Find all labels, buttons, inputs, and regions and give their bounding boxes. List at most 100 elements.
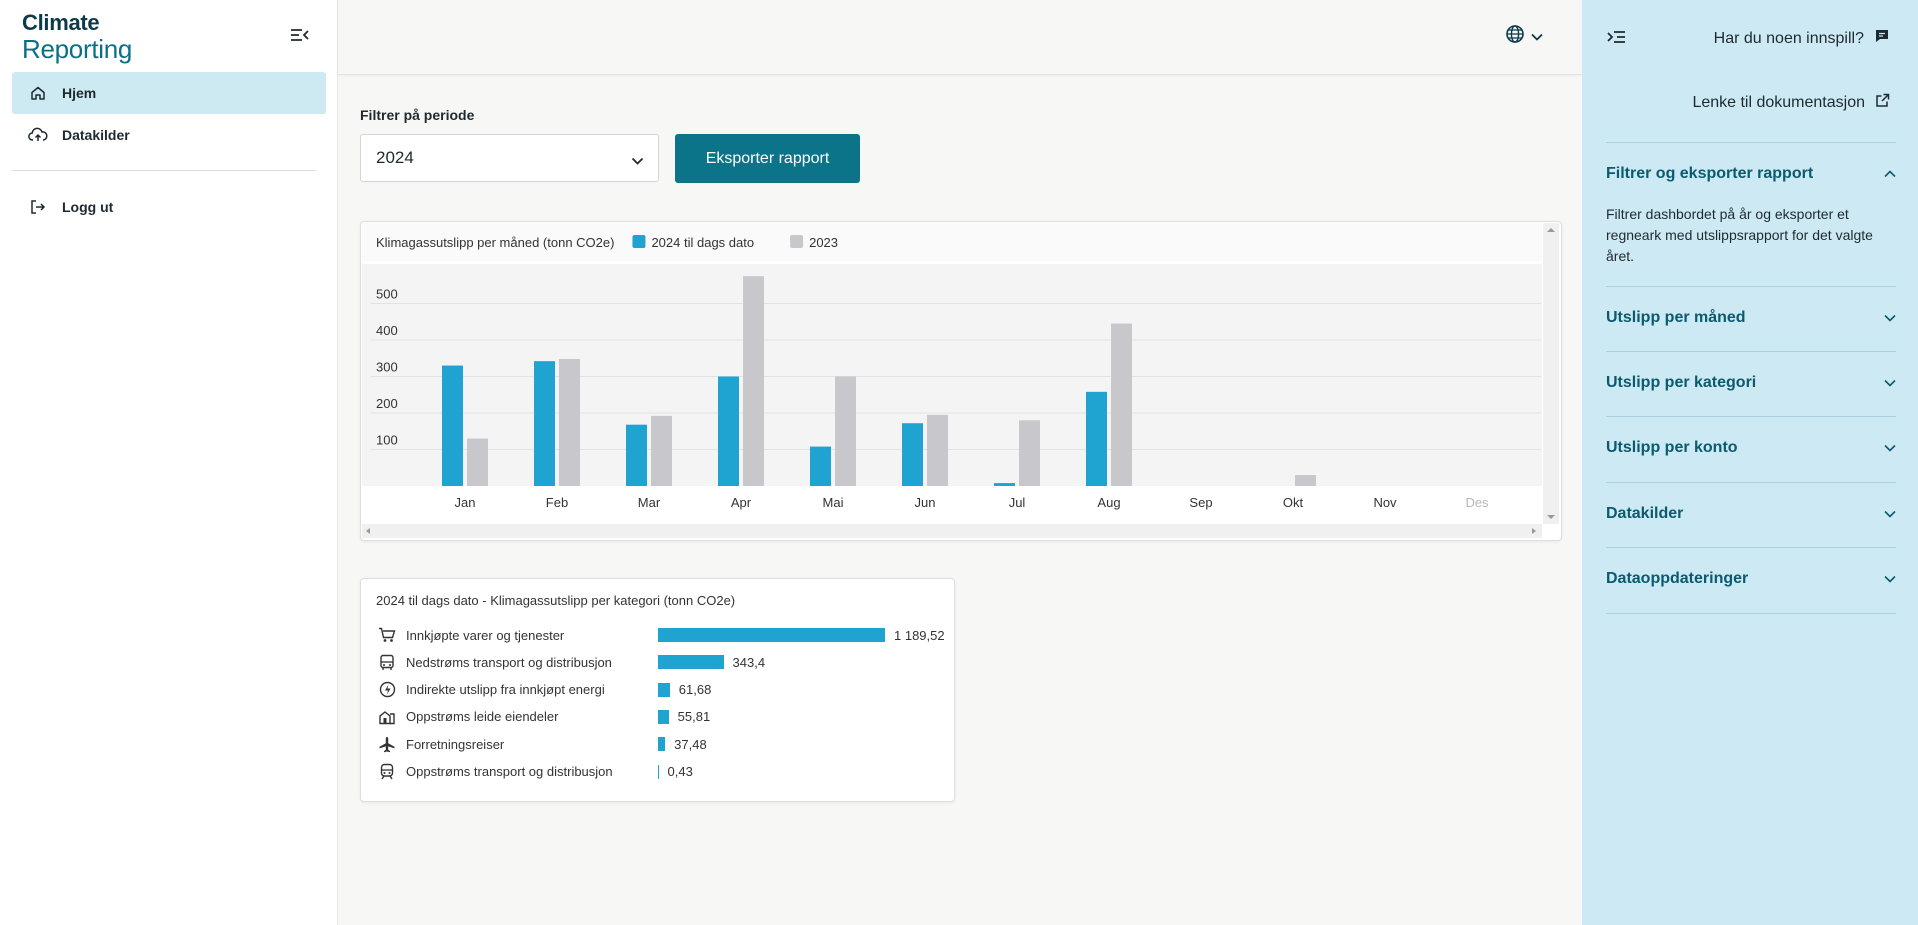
bar-2024-feb [534, 361, 555, 486]
vertical-scrollbar [1543, 223, 1559, 524]
panel-divider [1606, 482, 1896, 483]
sidebar: Climate Reporting Hjem Datakilder Logg u… [0, 0, 338, 925]
x-tick-label: Okt [1283, 495, 1304, 510]
bar-2024-apr [718, 376, 739, 486]
chevron-down-icon [1884, 505, 1896, 523]
accordion-title: Filtrer og eksporter rapport [1606, 165, 1814, 182]
panel-divider [1606, 547, 1896, 548]
category-row: Indirekte utslipp fra innkjøpt energi 61,… [376, 678, 946, 702]
category-value: 1 189,52 [894, 627, 945, 643]
chevron-down-icon [1531, 28, 1543, 46]
category-value: 61,68 [678, 682, 712, 698]
x-tick-label: Nov [1373, 495, 1397, 510]
scroll-left-arrow [366, 528, 370, 534]
chevron-down-icon [1884, 439, 1896, 457]
accordion-body: Filtrer dashbordet på år og eksporter et… [1606, 206, 1873, 264]
legend-swatch [790, 235, 804, 248]
bar-2023-aug [1111, 323, 1132, 486]
category-row: Innkjøpte varer og tjenester 1 189,52 [376, 623, 946, 647]
panel-divider [1606, 142, 1896, 143]
chevron-down-icon [1884, 309, 1896, 327]
category-value: 343,4 [732, 654, 766, 670]
x-tick-label: Feb [546, 495, 568, 510]
category-value: 37,48 [674, 736, 707, 752]
expand-panel-icon[interactable] [1606, 30, 1626, 49]
documentation-link[interactable]: Lenke til dokumentasjon [1692, 93, 1890, 113]
category-label: Nedstrøms transport og distribusjon [406, 654, 612, 670]
feedback-label: Har du noen innspill? [1713, 29, 1864, 47]
accordion-datakilder[interactable]: Datakilder [1606, 505, 1896, 523]
bar-2024-jan [442, 365, 463, 486]
sidebar-item-label: Hjem [62, 85, 97, 101]
globe-icon [1505, 24, 1525, 49]
bar-2023-feb [559, 358, 580, 486]
panel-divider [1606, 351, 1896, 352]
accordion-utslipp-per-konto[interactable]: Utslipp per konto [1606, 439, 1896, 457]
category-row: Nedstrøms transport og distribusjon 343,4 [376, 650, 946, 674]
accordion-title: Dataoppdateringer [1606, 570, 1749, 587]
cloud-upload-icon [28, 125, 48, 145]
train-icon [376, 762, 398, 782]
panel-divider [1606, 416, 1896, 417]
category-bar [658, 764, 659, 779]
chevron-down-icon [1884, 570, 1896, 588]
category-label: Forretningsreiser [406, 736, 505, 752]
energy-icon [376, 680, 398, 700]
language-selector[interactable] [1505, 24, 1543, 49]
x-tick-label: Des [1465, 495, 1489, 510]
logo-line2: Reporting [22, 34, 133, 64]
category-bar [658, 709, 669, 724]
category-bar [658, 682, 670, 697]
feedback-link[interactable]: Har du noen innspill? [1714, 28, 1890, 49]
x-tick-label: Apr [731, 495, 752, 510]
filter-label: Filtrer på periode [360, 107, 475, 123]
scroll-up-arrow [1547, 228, 1555, 232]
sidebar-item-hjem[interactable]: Hjem [12, 72, 326, 114]
category-label: Indirekte utslipp fra innkjøpt energi [406, 682, 605, 698]
external-link-icon [1875, 93, 1890, 113]
chart-header-band [362, 223, 1542, 261]
category-label: Oppstrøms transport og distribusjon [406, 764, 613, 779]
accordion-dataoppdateringer[interactable]: Dataoppdateringer [1606, 570, 1896, 588]
bar-2023-jan [467, 438, 488, 486]
collapse-sidebar-icon[interactable] [290, 28, 312, 44]
app-logo[interactable]: Climate Reporting [22, 12, 133, 64]
bar-2023-jul [1019, 420, 1040, 486]
y-tick-label: 100 [376, 433, 398, 448]
bar-2024-jun [902, 423, 923, 486]
sidebar-nav: Hjem Datakilder [12, 72, 326, 156]
category-row: Oppstrøms leide eiendeler 55,81 [376, 705, 946, 729]
accordion-filter-export[interactable]: Filtrer og eksporter rapport [1606, 165, 1896, 183]
bar-2024-aug [1086, 391, 1107, 486]
bar-2023-apr [743, 276, 764, 486]
accordion-title: Datakilder [1606, 505, 1684, 522]
period-select[interactable]: 2024 [360, 134, 659, 182]
category-label: Oppstrøms leide eiendeler [406, 709, 559, 725]
accordion-utslipp-per-maned[interactable]: Utslipp per måned [1606, 309, 1896, 327]
logout-area: Logg ut [12, 186, 326, 228]
legend-swatch [632, 235, 646, 248]
period-select-value: 2024 [376, 148, 414, 167]
logout-icon [28, 197, 48, 217]
x-tick-label: Aug [1097, 495, 1120, 510]
logout-label: Logg ut [62, 199, 114, 215]
panel-divider [1606, 286, 1896, 287]
bar-2024-mai [810, 446, 831, 486]
building-icon [376, 707, 398, 727]
export-report-button[interactable]: Eksporter rapport [675, 134, 860, 183]
sidebar-item-datakilder[interactable]: Datakilder [12, 114, 326, 156]
accordion-utslipp-per-kategori[interactable]: Utslipp per kategori [1606, 374, 1896, 392]
chevron-down-icon [1884, 374, 1896, 392]
bar-2023-mar [651, 415, 672, 486]
x-tick-label: Mai [823, 495, 844, 510]
x-tick-label: Jan [455, 495, 476, 510]
bus-icon [376, 652, 398, 672]
bar-2024-jul [994, 483, 1015, 486]
accordion-title: Utslipp per kategori [1606, 374, 1757, 391]
category-bar [658, 628, 885, 642]
category-emissions-chart: 2024 til dags dato - Klimagassutslipp pe… [360, 578, 955, 802]
logout-button[interactable]: Logg ut [12, 186, 326, 228]
y-tick-label: 300 [376, 360, 398, 375]
chart-title: Klimagassutslipp per måned (tonn CO2e) [376, 235, 614, 250]
category-row: Forretningsreiser 37,48 [376, 732, 946, 756]
